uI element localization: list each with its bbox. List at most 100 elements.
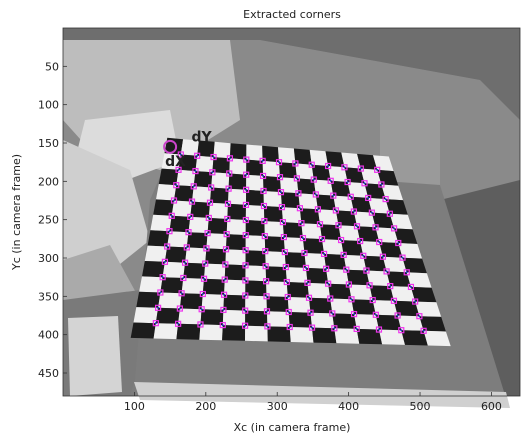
corner-marker — [241, 322, 249, 329]
corner-marker — [292, 160, 299, 167]
board-square — [226, 219, 246, 236]
corner-point — [359, 167, 362, 170]
corner-marker — [199, 290, 206, 298]
corner-point — [168, 230, 171, 233]
corner-marker — [242, 277, 249, 284]
corner-marker — [209, 169, 216, 176]
corner-marker — [347, 193, 354, 200]
corner-point — [311, 326, 314, 329]
corner-marker — [350, 311, 358, 318]
corner-point — [314, 193, 317, 196]
corner-marker — [178, 290, 185, 297]
corner-marker — [183, 244, 190, 251]
corner-point — [389, 285, 392, 288]
board-square — [179, 293, 203, 310]
corner-marker — [161, 258, 169, 265]
corner-point — [262, 189, 265, 192]
corner-point — [396, 314, 399, 317]
corner-marker — [181, 259, 189, 266]
corner-marker — [176, 305, 183, 312]
corner-point — [321, 238, 324, 241]
corner-marker — [310, 176, 317, 183]
board-square — [265, 266, 287, 282]
board-square — [366, 270, 391, 287]
corner-point — [278, 176, 281, 179]
corner-point — [170, 214, 173, 217]
corner-marker — [283, 278, 290, 286]
corner-marker — [187, 213, 194, 220]
corner-point — [359, 240, 362, 243]
corner-point — [332, 194, 335, 197]
board-square — [309, 297, 333, 314]
board-square — [144, 245, 168, 262]
corner-marker — [378, 181, 385, 188]
corner-point — [306, 281, 309, 284]
board-square — [228, 173, 247, 190]
corner-point — [192, 185, 195, 188]
corner-marker — [155, 304, 162, 311]
corner-point — [397, 242, 400, 245]
corner-marker — [175, 320, 182, 327]
corner-marker — [220, 306, 227, 314]
board-square — [356, 328, 383, 345]
corner-point — [331, 312, 334, 315]
corner-marker — [357, 165, 364, 172]
corner-marker — [224, 200, 232, 207]
corner-point — [393, 227, 396, 230]
board-square — [155, 307, 180, 324]
corner-point — [327, 165, 330, 167]
corner-point — [222, 308, 225, 311]
corner-point — [264, 265, 267, 268]
origin-marker — [163, 139, 178, 154]
corner-marker — [203, 245, 210, 252]
board-square — [130, 322, 156, 339]
corner-point — [405, 271, 408, 274]
corner-point — [301, 237, 304, 240]
board-square — [246, 159, 264, 176]
corner-point — [154, 322, 157, 325]
board-square — [304, 253, 327, 269]
corner-point — [179, 153, 182, 156]
board-square — [160, 277, 184, 294]
corner-point — [294, 162, 297, 165]
corner-marker — [202, 260, 209, 267]
board-square — [183, 262, 206, 279]
corner-marker — [285, 308, 292, 316]
corner-marker — [345, 281, 352, 288]
corner-marker — [375, 326, 383, 333]
corner-point — [204, 262, 207, 265]
board-square — [401, 330, 428, 346]
corner-point — [323, 252, 326, 255]
board-square — [223, 294, 246, 311]
corner-marker — [320, 250, 328, 258]
corner-point — [418, 315, 421, 318]
corner-point — [384, 198, 387, 201]
board-square — [335, 210, 357, 227]
corner-point — [265, 280, 268, 283]
corner-marker — [331, 325, 338, 332]
corner-marker — [403, 269, 410, 276]
corner-point — [329, 179, 332, 182]
corner-marker — [312, 191, 319, 198]
corner-marker — [259, 172, 267, 180]
corner-marker — [242, 201, 250, 209]
corner-point — [343, 166, 346, 169]
board-square — [351, 299, 376, 315]
board-square — [204, 263, 226, 280]
corner-point — [163, 260, 166, 263]
corner-point — [385, 270, 388, 273]
board-square — [229, 158, 247, 175]
board-square — [211, 172, 230, 189]
board-square — [150, 214, 172, 232]
board-square — [229, 143, 247, 160]
corner-marker — [353, 223, 361, 230]
board-square — [287, 297, 311, 313]
board-square — [147, 230, 170, 247]
corner-marker — [350, 208, 357, 215]
corner-point — [282, 236, 285, 239]
board-square — [133, 307, 159, 324]
corner-marker — [324, 162, 332, 170]
board-square — [167, 231, 189, 248]
board-square — [360, 241, 383, 257]
